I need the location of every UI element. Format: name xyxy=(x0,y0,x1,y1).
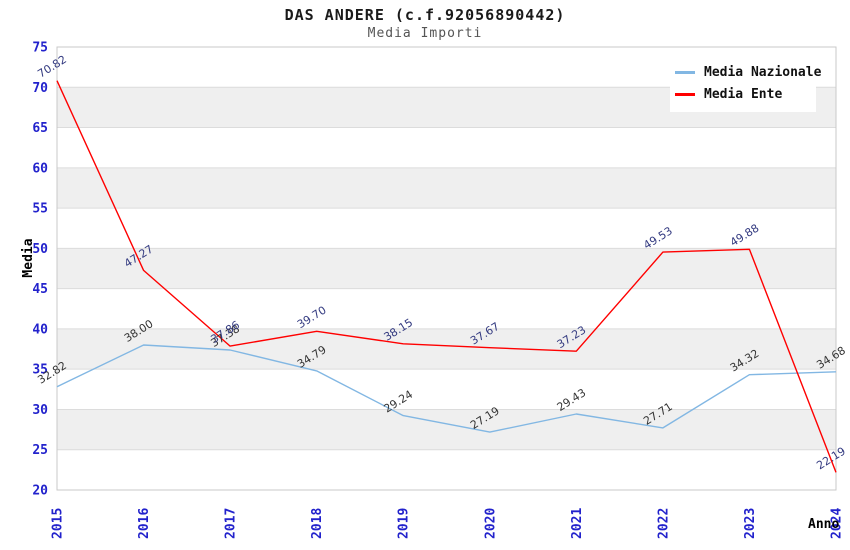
x-axis-title: Anno xyxy=(808,517,839,532)
svg-text:39.70: 39.70 xyxy=(295,303,329,331)
svg-text:65: 65 xyxy=(32,121,48,136)
chart-title: DAS ANDERE (c.f.92056890442) xyxy=(284,6,566,24)
svg-text:2015: 2015 xyxy=(51,508,66,539)
svg-text:2024: 2024 xyxy=(830,508,845,539)
svg-text:50: 50 xyxy=(32,242,48,257)
svg-text:60: 60 xyxy=(32,161,48,176)
svg-text:2021: 2021 xyxy=(570,508,585,539)
legend-swatch-media-nazionale xyxy=(675,70,695,74)
legend-label-media-nazionale: Media Nazionale xyxy=(704,64,822,80)
legend: Media Nazionale Media Ente xyxy=(670,54,821,112)
legend-label-media-ente: Media Ente xyxy=(704,86,783,102)
y-axis-title: Media xyxy=(21,238,36,277)
plot-border xyxy=(56,46,837,491)
legend-item-media-nazionale: Media Nazionale xyxy=(675,61,821,83)
svg-text:55: 55 xyxy=(32,202,48,217)
svg-text:2023: 2023 xyxy=(743,508,758,539)
svg-text:40: 40 xyxy=(32,322,48,337)
x-tick-labels: 2015 2016 2017 2018 2019 2020 2021 2022 2023 2024 xyxy=(51,508,845,539)
svg-text:30: 30 xyxy=(32,403,48,418)
svg-text:70: 70 xyxy=(32,81,48,96)
plot-bands xyxy=(57,87,836,450)
svg-text:20: 20 xyxy=(32,484,48,499)
svg-text:2017: 2017 xyxy=(224,508,239,539)
svg-text:25: 25 xyxy=(32,443,48,458)
svg-text:49.88: 49.88 xyxy=(728,222,762,250)
legend-item-media-ente: Media Ente xyxy=(675,83,811,105)
svg-text:2019: 2019 xyxy=(397,508,412,539)
svg-text:70.82: 70.82 xyxy=(35,53,69,81)
y-tick-labels: 20 25 30 35 40 45 50 55 60 65 70 75 xyxy=(32,41,48,499)
series-line-media-nazionale xyxy=(56,344,837,433)
chart-subtitle: Media Importi xyxy=(367,26,483,41)
svg-text:2016: 2016 xyxy=(137,508,152,539)
svg-text:2018: 2018 xyxy=(310,508,325,539)
svg-text:2020: 2020 xyxy=(483,508,498,539)
svg-text:35: 35 xyxy=(32,363,48,378)
series-line-media-ente xyxy=(56,80,837,473)
svg-text:2022: 2022 xyxy=(656,508,671,539)
legend-swatch-media-ente xyxy=(675,92,695,96)
svg-text:45: 45 xyxy=(32,282,48,297)
svg-text:75: 75 xyxy=(32,41,48,56)
